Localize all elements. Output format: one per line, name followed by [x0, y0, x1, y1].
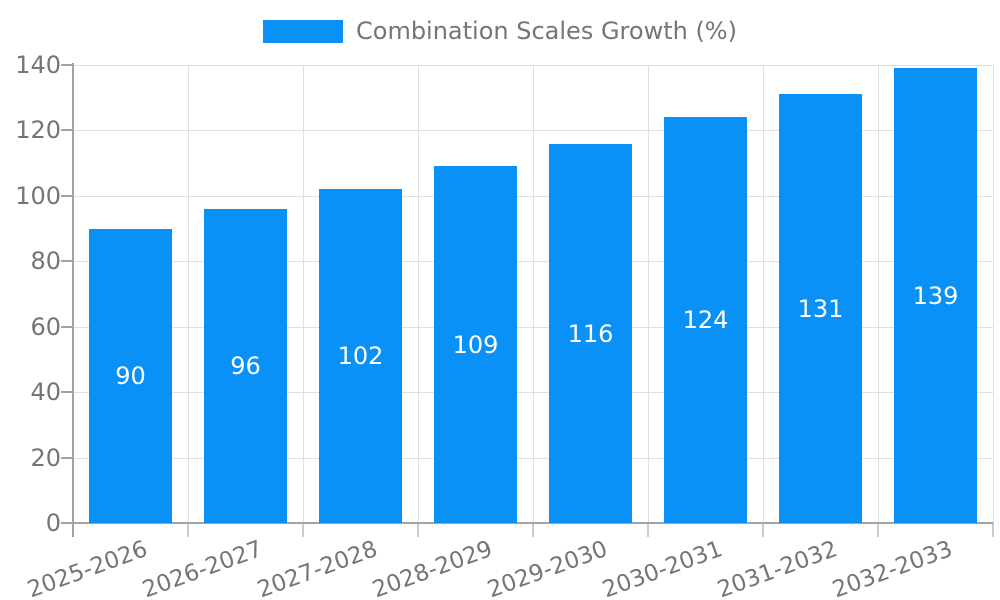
x-axis-label-2031-2032: 2031-2032: [714, 536, 842, 600]
bar-2029-2030: [549, 144, 632, 523]
bar-2032-2033: [894, 68, 977, 523]
x-axis-label-2026-2027: 2026-2027: [139, 536, 267, 600]
x-tick-7: [877, 523, 879, 537]
y-tick-60: [61, 326, 73, 328]
bar-value-label: 90: [115, 362, 146, 390]
gridline-x-8: [993, 65, 994, 523]
y-axis-label-80: 80: [30, 247, 61, 275]
bar-value-label: 96: [230, 352, 261, 380]
gridline-x-6: [763, 65, 764, 523]
x-axis-label-2032-2033: 2032-2033: [829, 536, 957, 600]
x-axis-line: [73, 522, 993, 524]
y-axis-line: [72, 63, 74, 537]
bar-value-label: 116: [567, 320, 614, 348]
bar-2031-2032: [779, 94, 862, 523]
gridline-x-3: [418, 65, 419, 523]
y-tick-80: [61, 260, 73, 262]
y-tick-140: [61, 64, 73, 66]
gridline-x-4: [533, 65, 534, 523]
x-tick-4: [532, 523, 534, 537]
y-axis-label-60: 60: [30, 313, 61, 341]
bar-value-label: 102: [337, 342, 384, 370]
gridline-x-5: [648, 65, 649, 523]
legend: Combination Scales Growth (%): [0, 17, 1000, 45]
x-axis-label-2030-2031: 2030-2031: [599, 536, 727, 600]
gridline-x-7: [878, 65, 879, 523]
y-tick-0: [61, 522, 73, 524]
y-axis-label-120: 120: [15, 116, 61, 144]
y-tick-120: [61, 129, 73, 131]
x-tick-5: [647, 523, 649, 537]
y-axis-label-40: 40: [30, 378, 61, 406]
bar-2028-2029: [434, 166, 517, 523]
legend-label: Combination Scales Growth (%): [356, 17, 737, 45]
y-tick-100: [61, 195, 73, 197]
bar-2025-2026: [89, 229, 172, 523]
x-tick-3: [417, 523, 419, 537]
gridline-x-2: [303, 65, 304, 523]
x-tick-6: [762, 523, 764, 537]
bar-value-label: 131: [797, 295, 844, 323]
x-axis-label-2028-2029: 2028-2029: [369, 536, 497, 600]
legend-swatch: [263, 19, 343, 43]
x-tick-8: [992, 523, 994, 537]
gridline-x-1: [188, 65, 189, 523]
y-tick-20: [61, 457, 73, 459]
x-axis-label-2025-2026: 2025-2026: [24, 536, 152, 600]
x-axis-label-2029-2030: 2029-2030: [484, 536, 612, 600]
bar-value-label: 109: [452, 331, 499, 359]
y-axis-label-0: 0: [45, 509, 61, 537]
y-axis-label-100: 100: [15, 182, 61, 210]
bar-2027-2028: [319, 189, 402, 523]
x-tick-1: [187, 523, 189, 537]
bar-2026-2027: [204, 209, 287, 523]
y-axis-label-140: 140: [15, 51, 61, 79]
bar-value-label: 139: [912, 282, 959, 310]
y-axis-label-20: 20: [30, 444, 61, 472]
y-tick-40: [61, 391, 73, 393]
x-axis-label-2027-2028: 2027-2028: [254, 536, 382, 600]
bar-value-label: 124: [682, 306, 729, 334]
bar-2030-2031: [664, 117, 747, 523]
x-tick-2: [302, 523, 304, 537]
